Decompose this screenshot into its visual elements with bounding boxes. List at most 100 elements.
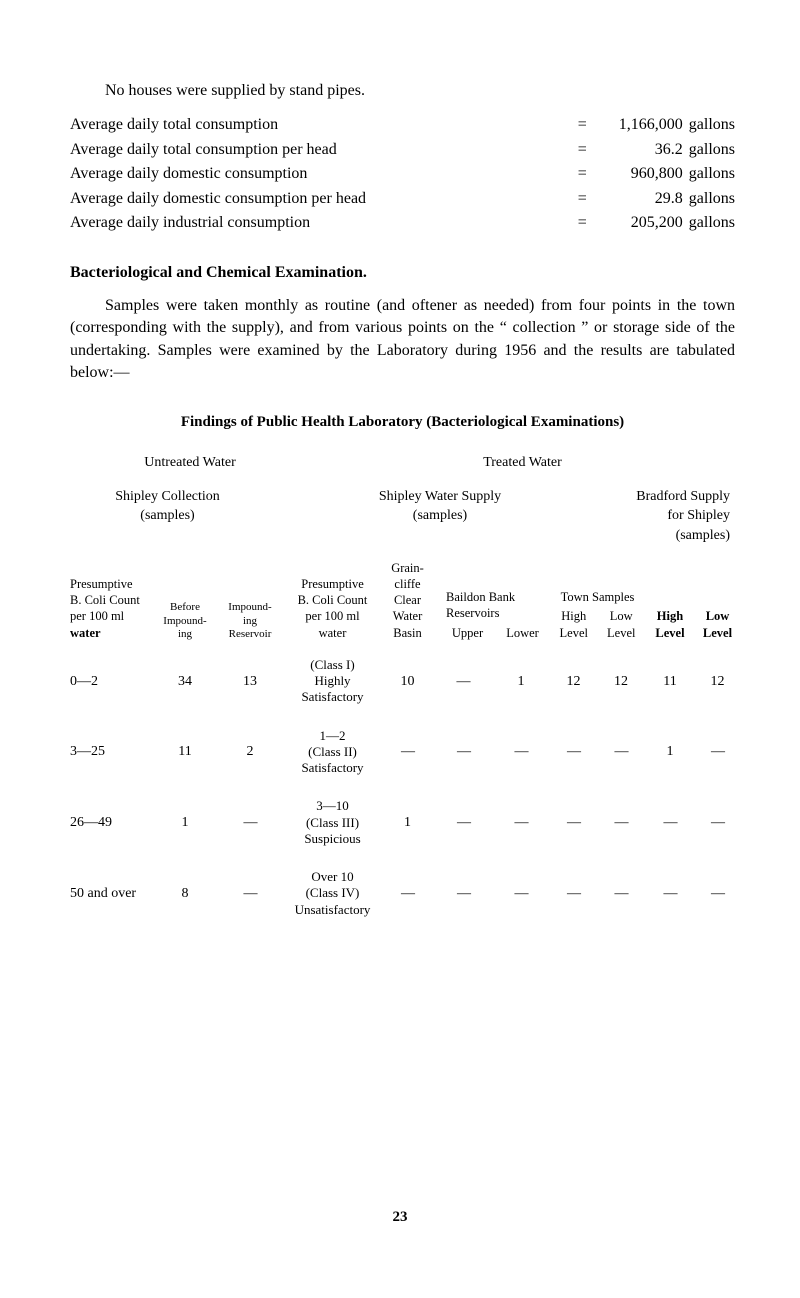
intro-line: No houses were supplied by stand pipes.: [105, 80, 735, 102]
cell: —: [435, 742, 492, 762]
cell: Over 10(Class IV)Unsatisfactory: [285, 869, 380, 918]
cell: —: [492, 884, 550, 904]
header-impound-reservoir: Impound-ingReservoir: [215, 601, 285, 641]
cell: 11: [155, 742, 215, 762]
header-baildon: Baildon BankReservoirs Upper Lower: [435, 589, 550, 641]
shipley-collection-label: Shipley Collection(samples): [70, 487, 285, 546]
cell: 10: [380, 672, 435, 692]
cell: —: [550, 884, 597, 904]
findings-heading: Findings of Public Health Laboratory (Ba…: [70, 412, 735, 433]
cell: 1: [380, 813, 435, 833]
equals: =: [572, 139, 593, 161]
consumption-row: Average daily total consumption = 1,166,…: [70, 114, 735, 136]
label: Average daily industrial consumption: [70, 212, 310, 234]
equals: =: [572, 188, 593, 210]
value: 1,166,000: [593, 114, 683, 136]
cell: —: [435, 813, 492, 833]
cell: —: [597, 884, 645, 904]
cell: 8: [155, 884, 215, 904]
cell: —: [492, 742, 550, 762]
unit: gallons: [683, 188, 735, 210]
table-row: 3—25 11 2 1—2(Class II)Satisfactory — — …: [70, 728, 735, 777]
untreated-label: Untreated Water: [70, 453, 310, 473]
cell: —: [380, 742, 435, 762]
header-bradford-low: LowLevel: [695, 608, 740, 641]
equals: =: [572, 114, 593, 136]
cell: —: [380, 884, 435, 904]
page-number: 23: [0, 1207, 800, 1228]
header-presumptive-1: PresumptiveB. Coli Countper 100 mlwater: [70, 576, 155, 641]
cell: 12: [695, 672, 740, 692]
cell: 50 and over: [70, 884, 155, 904]
table-row: 0—2 34 13 (Class I)HighlySatisfactory 10…: [70, 657, 735, 706]
cell: —: [645, 884, 695, 904]
cell: —: [597, 742, 645, 762]
consumption-row: Average daily domestic consumption = 960…: [70, 163, 735, 185]
equals: =: [572, 163, 593, 185]
cell: 1: [155, 813, 215, 833]
value: 29.8: [593, 188, 683, 210]
cell: 12: [550, 672, 597, 692]
cell: 3—25: [70, 742, 155, 762]
header-lower: Lower: [495, 625, 550, 641]
cell: —: [435, 884, 492, 904]
paragraph: Samples were taken monthly as routine (a…: [70, 295, 735, 385]
cell: 12: [597, 672, 645, 692]
cell: —: [695, 884, 740, 904]
unit: gallons: [683, 212, 735, 234]
unit: gallons: [683, 163, 735, 185]
unit: gallons: [683, 114, 735, 136]
consumption-row: Average daily domestic consumption per h…: [70, 188, 735, 210]
sample-labels-row: Shipley Collection(samples) Shipley Wate…: [70, 487, 735, 546]
cell: 1: [645, 742, 695, 762]
header-presumptive-2: PresumptiveB. Coli Countper 100 mlwater: [285, 576, 380, 641]
cell: —: [695, 742, 740, 762]
cell: —: [550, 742, 597, 762]
cell: 2: [215, 742, 285, 762]
value: 205,200: [593, 212, 683, 234]
cell: 0—2: [70, 672, 155, 692]
header-graincliffe: Grain-cliffeClearWaterBasin: [380, 560, 435, 641]
cell: —: [215, 884, 285, 904]
cell: (Class I)HighlySatisfactory: [285, 657, 380, 706]
cell: —: [597, 813, 645, 833]
label: Average daily domestic consumption: [70, 163, 307, 185]
table-header-row: PresumptiveB. Coli Countper 100 mlwater …: [70, 560, 735, 641]
cell: —: [492, 813, 550, 833]
cell: 3—10(Class III)Suspicious: [285, 798, 380, 847]
water-labels-row: Untreated Water Treated Water: [70, 453, 735, 473]
header-bradford-high: HighLevel: [645, 608, 695, 641]
shipley-water-label: Shipley Water Supply(samples): [285, 487, 565, 546]
header-high-level: HighLevel: [550, 608, 598, 641]
section-heading: Bacteriological and Chemical Examination…: [70, 262, 735, 284]
value: 36.2: [593, 139, 683, 161]
table-row: 26—49 1 — 3—10(Class III)Suspicious 1 — …: [70, 798, 735, 847]
label: Average daily domestic consumption per h…: [70, 188, 366, 210]
consumption-table: Average daily total consumption = 1,166,…: [70, 114, 735, 234]
table-row: 50 and over 8 — Over 10(Class IV)Unsatis…: [70, 869, 735, 918]
label: Average daily total consumption: [70, 114, 278, 136]
header-low-level: LowLevel: [598, 608, 646, 641]
cell: —: [550, 813, 597, 833]
cell: —: [645, 813, 695, 833]
cell: 13: [215, 672, 285, 692]
cell: 34: [155, 672, 215, 692]
cell: —: [695, 813, 740, 833]
equals: =: [572, 212, 593, 234]
cell: —: [435, 672, 492, 692]
header-town: Town Samples HighLevel LowLevel: [550, 589, 645, 641]
bradford-label: Bradford Supplyfor Shipley(samples): [565, 487, 735, 546]
header-upper: Upper: [440, 625, 495, 641]
cell: 11: [645, 672, 695, 692]
unit: gallons: [683, 139, 735, 161]
treated-label: Treated Water: [310, 453, 735, 473]
cell: —: [215, 813, 285, 833]
consumption-row: Average daily total consumption per head…: [70, 139, 735, 161]
cell: 1—2(Class II)Satisfactory: [285, 728, 380, 777]
label: Average daily total consumption per head: [70, 139, 337, 161]
header-before-impound: BeforeImpound-ing: [155, 601, 215, 641]
value: 960,800: [593, 163, 683, 185]
cell: 26—49: [70, 813, 155, 833]
cell: 1: [492, 672, 550, 692]
consumption-row: Average daily industrial consumption = 2…: [70, 212, 735, 234]
